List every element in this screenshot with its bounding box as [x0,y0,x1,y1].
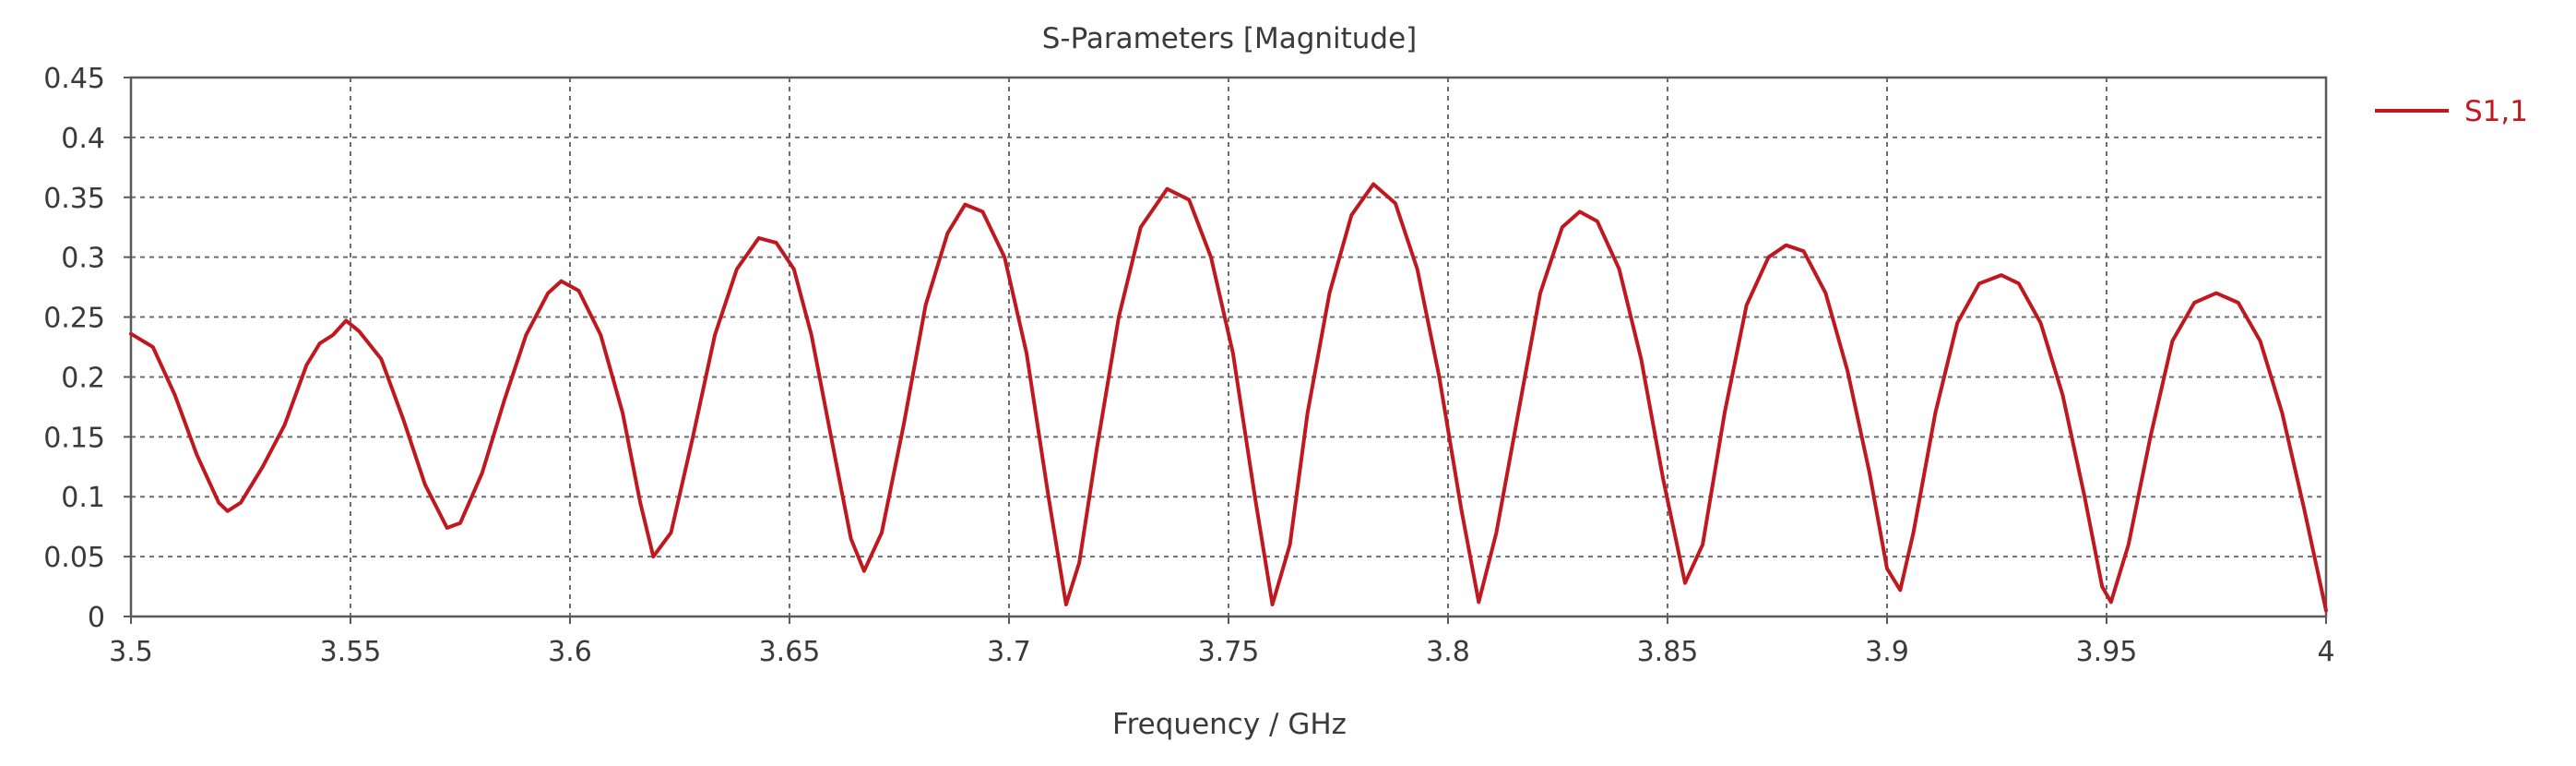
x-axis-ticks: 3.5 3.55 3.6 3.65 3.7 3.75 3.8 3.85 3.9 3.95 4 [109,616,2335,668]
y-tick-label: 0.05 [43,542,105,574]
legend-label: S1,1 [2464,95,2528,128]
x-tick-label: 3.85 [1637,636,1699,668]
x-tick-label: 3.75 [1198,636,1260,668]
y-tick-label: 0.2 [61,362,105,394]
y-tick-label: 0.1 [61,482,105,514]
chart-title: S-Parameters [Magnitude] [1042,22,1418,55]
x-tick-label: 3.55 [320,636,382,668]
x-tick-label: 4 [2317,636,2334,668]
x-tick-label: 3.9 [1865,636,1909,668]
x-tick-label: 3.8 [1426,636,1470,668]
x-tick-label: 3.7 [987,636,1031,668]
x-tick-label: 3.65 [759,636,821,668]
y-tick-label: 0.3 [61,243,105,275]
y-tick-label: 0 [88,602,105,634]
y-tick-label: 0.35 [43,183,105,215]
y-tick-label: 0.45 [43,63,105,95]
x-tick-label: 3.5 [109,636,153,668]
x-axis-title: Frequency / GHz [1112,708,1347,741]
y-tick-label: 0.25 [43,303,105,335]
y-tick-label: 0.15 [43,422,105,454]
x-tick-label: 3.95 [2076,636,2138,668]
series-line-s1-1 [129,182,2328,613]
legend[interactable]: S1,1 [2375,95,2528,128]
y-axis-ticks: 0 0.05 0.1 0.15 0.2 0.25 0.3 0.35 0.4 0.45 [43,63,131,634]
y-tick-label: 0.4 [61,123,105,155]
x-tick-label: 3.6 [548,636,592,668]
series-layer [129,182,2328,613]
